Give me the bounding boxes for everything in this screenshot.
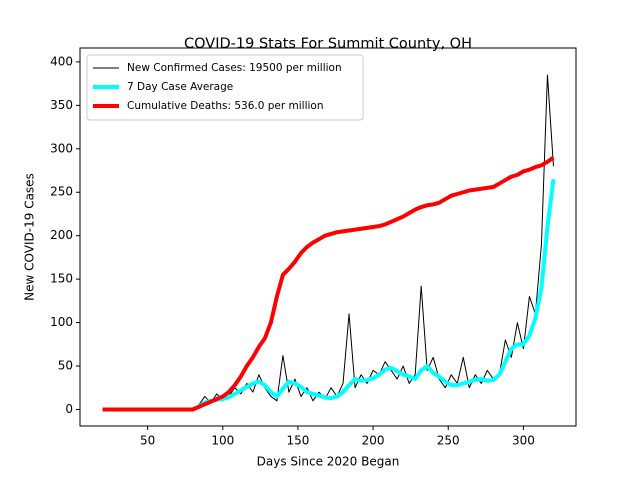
y-tick-label: 100 xyxy=(50,315,73,329)
series-line xyxy=(102,155,555,412)
plot-frame xyxy=(79,47,577,427)
series-line xyxy=(102,74,554,410)
y-tick-label: 350 xyxy=(50,98,73,112)
x-tick-label: 200 xyxy=(362,434,385,448)
legend: New Confirmed Cases: 19500 per million 7 … xyxy=(86,54,364,121)
chart-title: COVID-19 Stats For Summit County, OH xyxy=(184,36,472,52)
y-tick-label: 0 xyxy=(65,402,73,416)
y-tick-label: 400 xyxy=(50,54,73,68)
y-tick-label: 200 xyxy=(50,228,73,242)
x-tick-label: 50 xyxy=(140,434,155,448)
legend-label: New Confirmed Cases: 19500 per million xyxy=(127,62,342,74)
y-axis-label: New COVID-19 Cases xyxy=(23,173,37,301)
legend-label: 7 Day Case Average xyxy=(127,81,233,93)
y-tick-label: 50 xyxy=(58,359,73,373)
x-axis-label: Days Since 2020 Began xyxy=(257,455,400,469)
legend-label: Cumulative Deaths: 536.0 per million xyxy=(127,100,324,112)
x-tick-label: 250 xyxy=(437,434,460,448)
x-tick-label: 300 xyxy=(512,434,535,448)
x-tick-label: 100 xyxy=(211,434,234,448)
y-tick-label: 300 xyxy=(50,141,73,155)
series-line xyxy=(102,178,556,412)
y-tick-label: 150 xyxy=(50,272,73,286)
legend-box xyxy=(86,54,364,121)
y-tick-label: 250 xyxy=(50,185,73,199)
x-tick-label: 150 xyxy=(286,434,309,448)
